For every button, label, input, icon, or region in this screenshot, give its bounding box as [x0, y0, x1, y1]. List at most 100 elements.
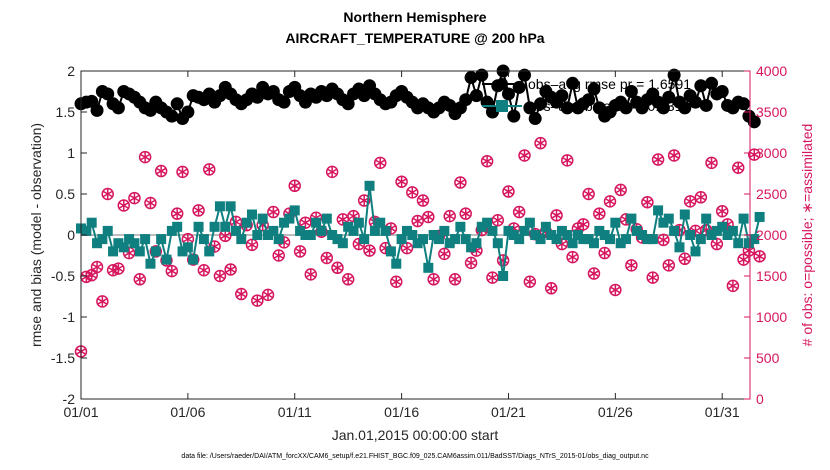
- obs-assimilated-point: [514, 206, 525, 218]
- obs-assimilated-stroke: [134, 275, 145, 283]
- bias-point: [663, 213, 674, 224]
- obs-assimilated-point: [268, 206, 279, 218]
- obs-assimilated-point: [396, 176, 407, 188]
- bias-point: [268, 225, 279, 236]
- bias-point: [305, 230, 316, 240]
- obs-assimilated-point: [428, 273, 439, 285]
- obs-assimilated-stroke: [375, 159, 386, 167]
- obs-assimilated-point: [305, 268, 316, 280]
- obs-assimilated-point: [546, 282, 557, 294]
- bias-point: [300, 230, 311, 240]
- obs-assimilated-stroke: [353, 240, 364, 248]
- bias-point: [530, 230, 541, 240]
- bias-point: [161, 254, 172, 265]
- obs-assimilated-point: [455, 177, 466, 189]
- bias-point: [102, 225, 113, 236]
- obs-assimilated-stroke: [343, 275, 354, 283]
- obs-assimilated-stroke: [546, 284, 557, 292]
- bias-point: [321, 213, 332, 224]
- obs-assimilated-point: [145, 197, 156, 209]
- obs-assimilated-stroke: [615, 186, 626, 194]
- obs-assimilated-stroke: [449, 275, 461, 283]
- bias-point: [743, 238, 754, 249]
- obs-assimilated-point: [273, 250, 284, 261]
- obs-assimilated-stroke: [332, 264, 343, 272]
- bias-point: [599, 230, 610, 240]
- obs-assimilated-stroke: [487, 274, 498, 282]
- bias-point: [450, 234, 461, 245]
- x-tick-label: 01/21: [491, 404, 526, 420]
- bias-point: [246, 209, 257, 220]
- obs-assimilated-point: [733, 162, 744, 174]
- rmse-point: [101, 87, 115, 101]
- obs-assimilated-stroke: [754, 252, 765, 260]
- obs-assimilated-point: [423, 211, 434, 223]
- obs-assimilated-point: [551, 209, 562, 221]
- obs-assimilated-stroke: [717, 207, 728, 215]
- obs-assimilated-point: [465, 257, 477, 269]
- bias-point: [615, 238, 626, 249]
- obs-assimilated-stroke: [139, 153, 151, 161]
- obs-assimilated-stroke: [113, 265, 124, 273]
- obs-assimilated-point: [198, 264, 210, 276]
- bias-point: [129, 238, 140, 249]
- bias-point: [439, 225, 450, 236]
- obs-assimilated-stroke: [273, 252, 284, 259]
- obs-assimilated-point: [727, 280, 739, 292]
- rmse-point: [357, 89, 371, 103]
- obs-assimilated-point: [193, 204, 204, 216]
- obs-assimilated-point: [679, 253, 690, 265]
- obs-assimilated-point: [599, 247, 610, 259]
- obs-assimilated-point: [647, 272, 658, 284]
- obs-assimilated-stroke: [337, 216, 348, 223]
- bias-point: [316, 225, 327, 236]
- bias-point: [701, 213, 712, 224]
- obs-assimilated-stroke: [145, 199, 156, 207]
- legend-label-rmse: obs–avg rmse pr = 1.6591: [528, 76, 691, 92]
- obs-assimilated-stroke: [321, 254, 332, 262]
- obs-assimilated-point: [615, 184, 626, 196]
- bias-point: [177, 246, 188, 257]
- rmse-point: [688, 95, 702, 109]
- bias-point: [690, 246, 701, 257]
- obs-assimilated-stroke: [214, 272, 226, 280]
- rmse-point: [501, 87, 515, 101]
- obs-assimilated-point: [449, 273, 461, 285]
- bias-point: [263, 230, 274, 240]
- obs-assimilated-point: [139, 151, 151, 163]
- x-tick-label: 01/16: [384, 404, 419, 420]
- obs-assimilated-point: [401, 242, 413, 254]
- bias-point: [535, 234, 546, 245]
- obs-assimilated-stroke: [91, 263, 103, 271]
- obs-assimilated-stroke: [749, 151, 760, 159]
- y2-tick-label: 3500: [756, 104, 787, 120]
- bias-point: [685, 230, 696, 240]
- bias-point: [289, 205, 300, 216]
- obs-assimilated-stroke: [535, 139, 546, 147]
- bias-point: [113, 238, 124, 249]
- obs-assimilated-point: [91, 261, 103, 273]
- bias-point: [540, 221, 551, 232]
- rmse-point: [507, 109, 521, 123]
- rmse-point: [656, 101, 670, 115]
- bias-point: [610, 217, 621, 228]
- bias-point: [417, 234, 428, 245]
- bias-point: [337, 238, 348, 249]
- obs-assimilated-stroke: [514, 208, 525, 216]
- obs-assimilated-stroke: [220, 232, 231, 240]
- bias-point: [487, 225, 498, 236]
- obs-assimilated-point: [166, 265, 177, 277]
- obs-assimilated-point: [492, 214, 503, 226]
- bias-point: [653, 205, 664, 216]
- x-tick-label: 01/06: [170, 404, 205, 420]
- rmse-point: [277, 95, 291, 109]
- bias-point: [679, 209, 690, 220]
- obs-assimilated-stroke: [182, 235, 194, 243]
- bias-point: [519, 225, 530, 236]
- obs-assimilated-stroke: [578, 220, 589, 228]
- obs-assimilated-point: [246, 239, 258, 251]
- rmse-point: [250, 90, 264, 104]
- obs-assimilated-point: [481, 155, 493, 167]
- bias-point: [198, 234, 209, 245]
- obs-assimilated-point: [717, 205, 728, 217]
